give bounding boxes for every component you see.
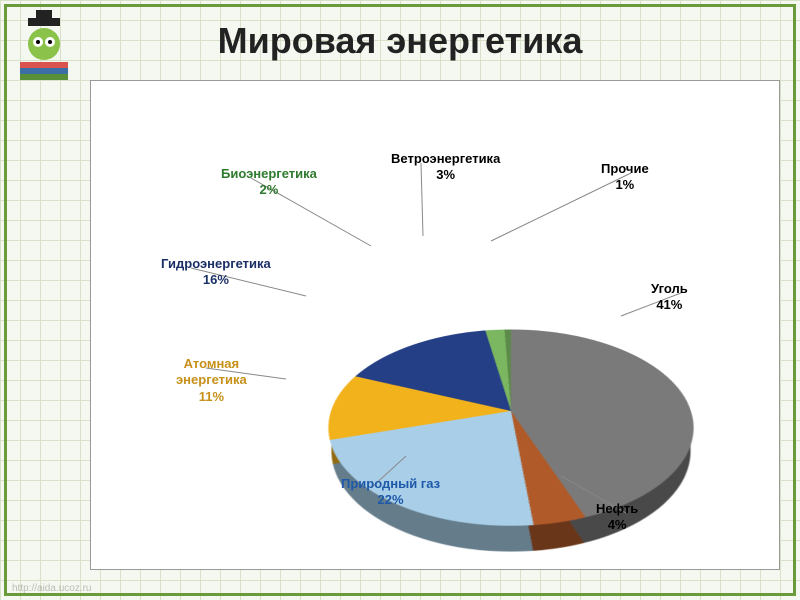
slice-label: Атомная энергетика 11% — [176, 356, 247, 405]
slice-label: Ветроэнергетика 3% — [391, 151, 500, 184]
slice-label: Уголь 41% — [651, 281, 688, 314]
slice-label: Биоэнергетика 2% — [221, 166, 317, 199]
slice-label: Гидроэнергетика 16% — [161, 256, 271, 289]
slice-label: Прочие 1% — [601, 161, 649, 194]
footer-url: http://aida.ucoz.ru — [12, 583, 92, 594]
pie-chart: Уголь 41% Нефть 4% Природный газ 22% Атомна… — [90, 80, 780, 570]
slice-label: Природный газ 22% — [341, 476, 440, 509]
slice-label: Нефть 4% — [596, 501, 638, 534]
slide-title: Мировая энергетика — [0, 20, 800, 62]
